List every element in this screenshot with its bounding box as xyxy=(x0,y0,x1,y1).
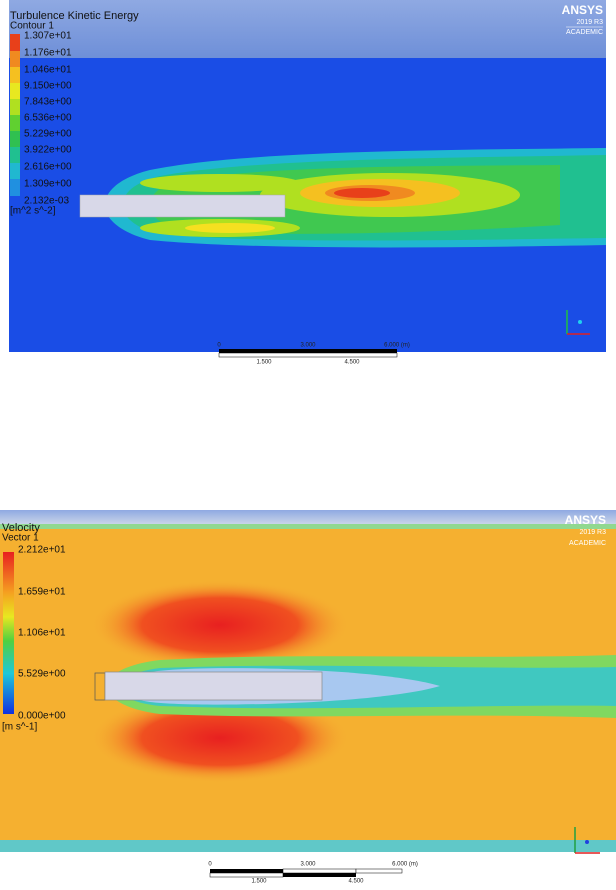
contour-band xyxy=(185,223,275,233)
legend-swatch xyxy=(10,131,20,147)
scale-label: 0 xyxy=(208,862,212,868)
legend-label: 9.150e+00 xyxy=(24,81,72,92)
logo-version: 2019 R3 xyxy=(580,529,607,536)
scale-label: 3.000 xyxy=(300,862,316,868)
color-bar xyxy=(3,552,14,714)
legend-label: 1.309e+00 xyxy=(24,179,72,190)
legend-label: 0.000e+00 xyxy=(18,711,66,722)
logo-version: 2019 R3 xyxy=(577,19,604,26)
contour-band xyxy=(140,174,300,192)
legend-swatch xyxy=(10,67,20,83)
scale-label: 6.000 (m) xyxy=(384,343,410,349)
logo-brand: ANSYS xyxy=(562,3,603,17)
scale-label: 3.000 xyxy=(300,343,316,349)
logo-edition: ACADEMIC xyxy=(569,540,606,547)
legend-label: 1.176e+01 xyxy=(24,48,72,59)
legend-swatch xyxy=(10,163,20,179)
legend-swatch xyxy=(10,83,20,99)
contour-panel: Turbulence Kinetic Energy Contour 1 1.30… xyxy=(9,0,606,366)
title: Velocity xyxy=(2,522,40,534)
unit: [m s^-1] xyxy=(2,722,37,733)
legend-label: 5.529e+00 xyxy=(18,669,66,680)
axis-triad xyxy=(574,827,600,854)
legend-swatch xyxy=(10,147,20,163)
color-bar xyxy=(10,34,20,196)
legend-label: 1.307e+01 xyxy=(24,31,72,42)
legend-label: 2.212e+01 xyxy=(18,545,66,556)
contour-band xyxy=(334,188,390,198)
legend-swatch xyxy=(10,115,20,131)
scale-label: 6.000 (m) xyxy=(392,862,418,868)
axis-triad xyxy=(566,310,590,335)
logo-brand: ANSYS xyxy=(565,513,606,527)
legend-swatch xyxy=(10,34,20,51)
legend-label: 2.132e-03 xyxy=(24,196,69,207)
legend-swatch xyxy=(10,51,20,67)
scale-label: 1.500 xyxy=(251,879,267,885)
subtitle: Contour 1 xyxy=(10,21,54,32)
legend-label: 2.616e+00 xyxy=(24,162,72,173)
legend-label: 1.106e+01 xyxy=(18,628,66,639)
logo-edition: ACADEMIC xyxy=(566,29,603,36)
subtitle: Vector 1 xyxy=(2,533,39,544)
scale-label: 0 xyxy=(217,343,221,349)
vector-panel: Velocity Vector 1 2.212e+01 1.659e+01 1.… xyxy=(0,510,616,890)
plate xyxy=(79,194,286,218)
scale-label: 4.500 xyxy=(348,879,364,885)
scale-bar: 0 3.000 6.000 (m) 1.500 4.500 xyxy=(208,862,418,885)
scale-bar: 0 3.000 6.000 (m) 1.500 4.500 xyxy=(217,343,410,366)
legend-swatch xyxy=(10,179,20,196)
legend-label: 1.046e+01 xyxy=(24,65,72,76)
header-band xyxy=(9,0,606,58)
legend-label: 7.843e+00 xyxy=(24,97,72,108)
plate xyxy=(104,671,323,701)
scale-label: 1.500 xyxy=(256,360,272,366)
legend-label: 5.229e+00 xyxy=(24,129,72,140)
unit: [m^2 s^-2] xyxy=(10,206,56,217)
legend-label: 3.922e+00 xyxy=(24,145,72,156)
header-band xyxy=(0,510,616,524)
scale-label: 4.500 xyxy=(344,360,360,366)
legend-label: 1.659e+01 xyxy=(18,587,66,598)
legend-label: 6.536e+00 xyxy=(24,113,72,124)
title: Turbulence Kinetic Energy xyxy=(10,10,139,22)
velocity-region xyxy=(90,580,350,670)
legend-swatch xyxy=(10,99,20,115)
